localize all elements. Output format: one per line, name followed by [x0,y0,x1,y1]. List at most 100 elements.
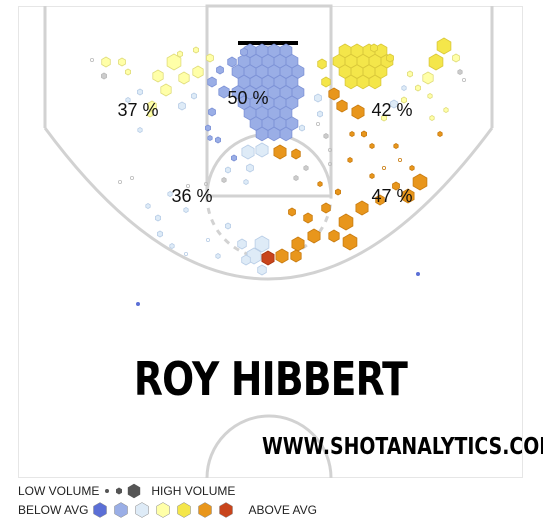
shot-hex [192,65,204,79]
shot-dot [315,122,320,127]
shot-hex [392,181,400,191]
shot-hex [347,157,353,163]
shot-dot [203,181,208,186]
legend-swatch [156,502,171,518]
shot-hex [317,181,323,187]
shot-hex [145,203,151,209]
shot-hex [328,87,340,101]
shot-hex [443,107,449,113]
shot-hex [406,70,414,78]
shot-hex [321,202,331,214]
shot-hex [152,69,164,83]
paint [205,4,333,198]
shot-hex [317,58,327,70]
shot-hex [241,144,255,160]
legend-swatch [114,502,129,518]
long-shot-dot [136,302,140,306]
shot-hex [390,99,398,109]
legend-small-hex [105,489,110,493]
legend-large-hex [128,483,141,499]
shot-hex [342,233,358,251]
shot-hex [436,37,452,55]
shot-hex [328,229,340,243]
shot-hex [303,165,309,171]
shot-hex [118,57,126,67]
right-three-hex [344,74,358,90]
zone-label-restricted-area: 50 % [227,88,268,108]
shot-hex [192,46,200,54]
legend-swatch [93,502,108,518]
shot-hex [314,93,322,103]
legend-volume-hexes [105,483,141,499]
shot-hex [386,53,394,63]
shot-hex [334,188,342,196]
shot-hex [257,264,267,276]
legend-volume: LOW VOLUME HIGH VOLUME [18,483,235,499]
shot-hex [208,107,216,117]
shot-hex [206,53,214,63]
shot-hex [125,97,131,103]
shot-hex [290,249,302,263]
shot-hex [427,93,433,99]
legend-below-avg: BELOW AVG [18,503,89,517]
shot-hex [255,142,269,158]
zone-label-right-midrange: 47 % [371,186,412,206]
shot-hex [125,68,132,76]
shot-hex [169,243,175,249]
shot-dot [327,147,332,152]
shot-hex [178,71,190,85]
shot-hex [240,47,248,57]
shot-hex [246,163,254,173]
shot-dot [118,179,123,184]
shot-hex [237,238,247,250]
shot-hex [224,166,232,174]
zone-label-right-wing-three: 42 % [371,100,412,120]
legend-swatch [198,502,213,518]
paint-hex [255,126,269,142]
legend-color-scale [93,502,234,518]
shot-hex [215,253,221,259]
zone-label-left-wing-three: 37 % [117,100,158,120]
shot-hex [412,173,428,191]
shot-dot [327,161,332,166]
shot-dot [90,58,95,63]
shot-hex [261,250,275,266]
shot-hex [351,104,365,120]
shot-hex [400,96,408,104]
shot-hex [166,53,182,71]
shot-hex [227,56,237,68]
shot-hex [370,43,378,53]
shot-hex [156,230,164,238]
shot-hex [428,53,444,71]
shot-hex [216,65,224,75]
legend-swatch [219,502,234,518]
shot-hex [369,173,375,179]
shot-hex [221,177,227,183]
shot-hex [230,154,238,162]
shot-hex [355,200,369,216]
long-shot-dot [416,272,420,276]
shot-hex [380,114,388,122]
shot-hex [146,110,154,118]
shot-hex [298,124,306,132]
paint-hex [267,126,281,142]
shot-hexagons [90,37,466,306]
shot-hex [452,53,460,63]
shot-hex [154,214,162,222]
shot-hex [369,143,375,149]
shot-hex [204,124,212,132]
shot-hex [414,84,422,92]
legend-medium-hex [116,487,123,495]
shot-hex [214,136,222,144]
player-name: ROY HIBBERT [133,352,408,406]
shot-hex [307,228,321,244]
shot-hex [360,130,368,138]
shot-hex [393,143,399,149]
shot-hex [291,148,301,160]
shot-hex [207,76,217,88]
shot-dot [205,237,210,242]
shot-hex [243,179,249,185]
shot-hex [291,236,305,252]
shot-hex [409,165,415,171]
